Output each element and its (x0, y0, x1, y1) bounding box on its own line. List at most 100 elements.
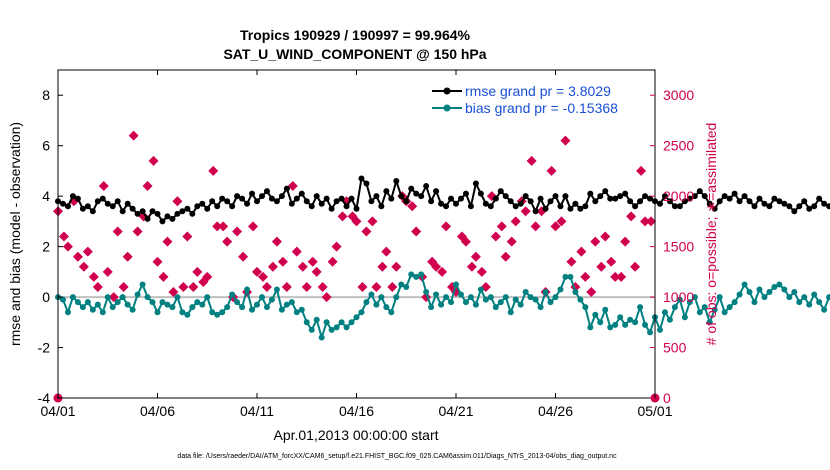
legend-rmse-label: rmse grand pr = 3.8029 (465, 83, 611, 99)
rmse-point (219, 195, 226, 202)
bias-point (472, 301, 479, 308)
bias-point (204, 294, 211, 301)
bias-point (403, 283, 410, 290)
rmse-point (214, 203, 221, 210)
rmse-point (642, 193, 649, 200)
rmse-point (686, 195, 693, 202)
obs-assimilated-marker (222, 236, 233, 247)
bias-point (303, 319, 310, 326)
obs-assimilated-marker (248, 221, 259, 232)
rmse-point (99, 195, 106, 202)
obs-assimilated-marker (510, 216, 521, 227)
bias-point (537, 304, 544, 311)
rmse-point (781, 200, 788, 207)
obs-assimilated-marker (148, 155, 159, 166)
obs-assimilated-marker (178, 281, 189, 292)
bias-point (378, 294, 385, 301)
rmse-point (348, 195, 355, 202)
obs-assimilated-marker (192, 266, 203, 277)
bias-point (388, 309, 395, 316)
bias-point (74, 299, 81, 306)
obs-assimilated-marker (58, 231, 69, 242)
rmse-point (378, 203, 385, 210)
rmse-point (492, 195, 499, 202)
obs-assimilated-marker (307, 256, 318, 267)
rmse-point (761, 200, 768, 207)
bias-point (666, 316, 673, 323)
bias-point (308, 326, 315, 333)
obs-assimilated-marker (92, 281, 103, 292)
bias-point (676, 296, 683, 303)
obs-assimilated-marker (301, 281, 312, 292)
y-tick-label: 0 (42, 289, 50, 305)
bias-point (209, 309, 216, 316)
obs-assimilated-marker (546, 165, 557, 176)
rmse-point (771, 195, 778, 202)
bias-point (438, 301, 445, 308)
bias-point (701, 304, 708, 311)
bias-point (771, 283, 778, 290)
bias-point (363, 299, 370, 306)
rmse-point (363, 180, 370, 187)
rmse-point (547, 198, 554, 205)
rmse-point (497, 188, 504, 195)
rmse-point (627, 198, 634, 205)
obs-assimilated-marker (646, 216, 657, 227)
rmse-point (532, 208, 539, 215)
rmse-point (597, 193, 604, 200)
rmse-point (826, 203, 830, 210)
bias-series (55, 271, 830, 341)
rmse-point (408, 185, 415, 192)
bias-point (642, 321, 649, 328)
rmse-point (383, 188, 390, 195)
bias-point (776, 281, 783, 288)
obs-assimilated-marker (62, 241, 73, 252)
rmse-point (527, 198, 534, 205)
rmse-point (467, 203, 474, 210)
obs-assimilated-marker (556, 216, 567, 227)
rmse-point (721, 193, 728, 200)
obs-assimilated-marker (391, 261, 402, 272)
y2-axis-label: # of obs: o=possible; ∗=assimilated (703, 123, 719, 346)
bias-point (696, 309, 703, 316)
bias-point (661, 309, 668, 316)
bias-point (393, 294, 400, 301)
bias-point (527, 294, 534, 301)
bias-point (517, 301, 524, 308)
bias-point (467, 294, 474, 301)
rmse-point (731, 190, 738, 197)
legend-bias-label: bias grand pr = -0.15368 (465, 100, 618, 116)
rmse-point (328, 205, 335, 212)
bias-point (647, 329, 654, 336)
rmse-point (448, 195, 455, 202)
rmse-point (726, 195, 733, 202)
rmse-point (413, 190, 420, 197)
obs-assimilated-marker (82, 246, 93, 257)
obs-assimilated-marker (351, 216, 362, 227)
bias-point (239, 304, 246, 311)
rmse-point (358, 175, 365, 182)
rmse-point (288, 200, 295, 207)
rmse-point (353, 205, 360, 212)
bias-point (189, 304, 196, 311)
rmse-point (711, 205, 718, 212)
obs-assimilated-marker (606, 256, 617, 267)
obs-assimilated-marker (271, 236, 282, 247)
rmse-point (647, 195, 654, 202)
obs-assimilated-marker (636, 165, 647, 176)
bias-point (766, 289, 773, 296)
bias-point (154, 309, 161, 316)
bias-point (751, 299, 758, 306)
obs-assimilated-marker (496, 221, 507, 232)
obs-assimilated-marker (122, 251, 133, 262)
rmse-point (119, 208, 126, 215)
obs-assimilated-marker (162, 236, 173, 247)
data-file-footer: data file: /Users/raeder/DAI/ATM_forcXX/… (177, 453, 617, 460)
rmse-point (109, 203, 116, 210)
bias-point (462, 299, 469, 306)
obs-assimilated-marker (238, 251, 249, 262)
rmse-point (617, 193, 624, 200)
rmse-point (139, 208, 146, 215)
rmse-point (671, 203, 678, 210)
obs-assimilated-marker (188, 281, 199, 292)
